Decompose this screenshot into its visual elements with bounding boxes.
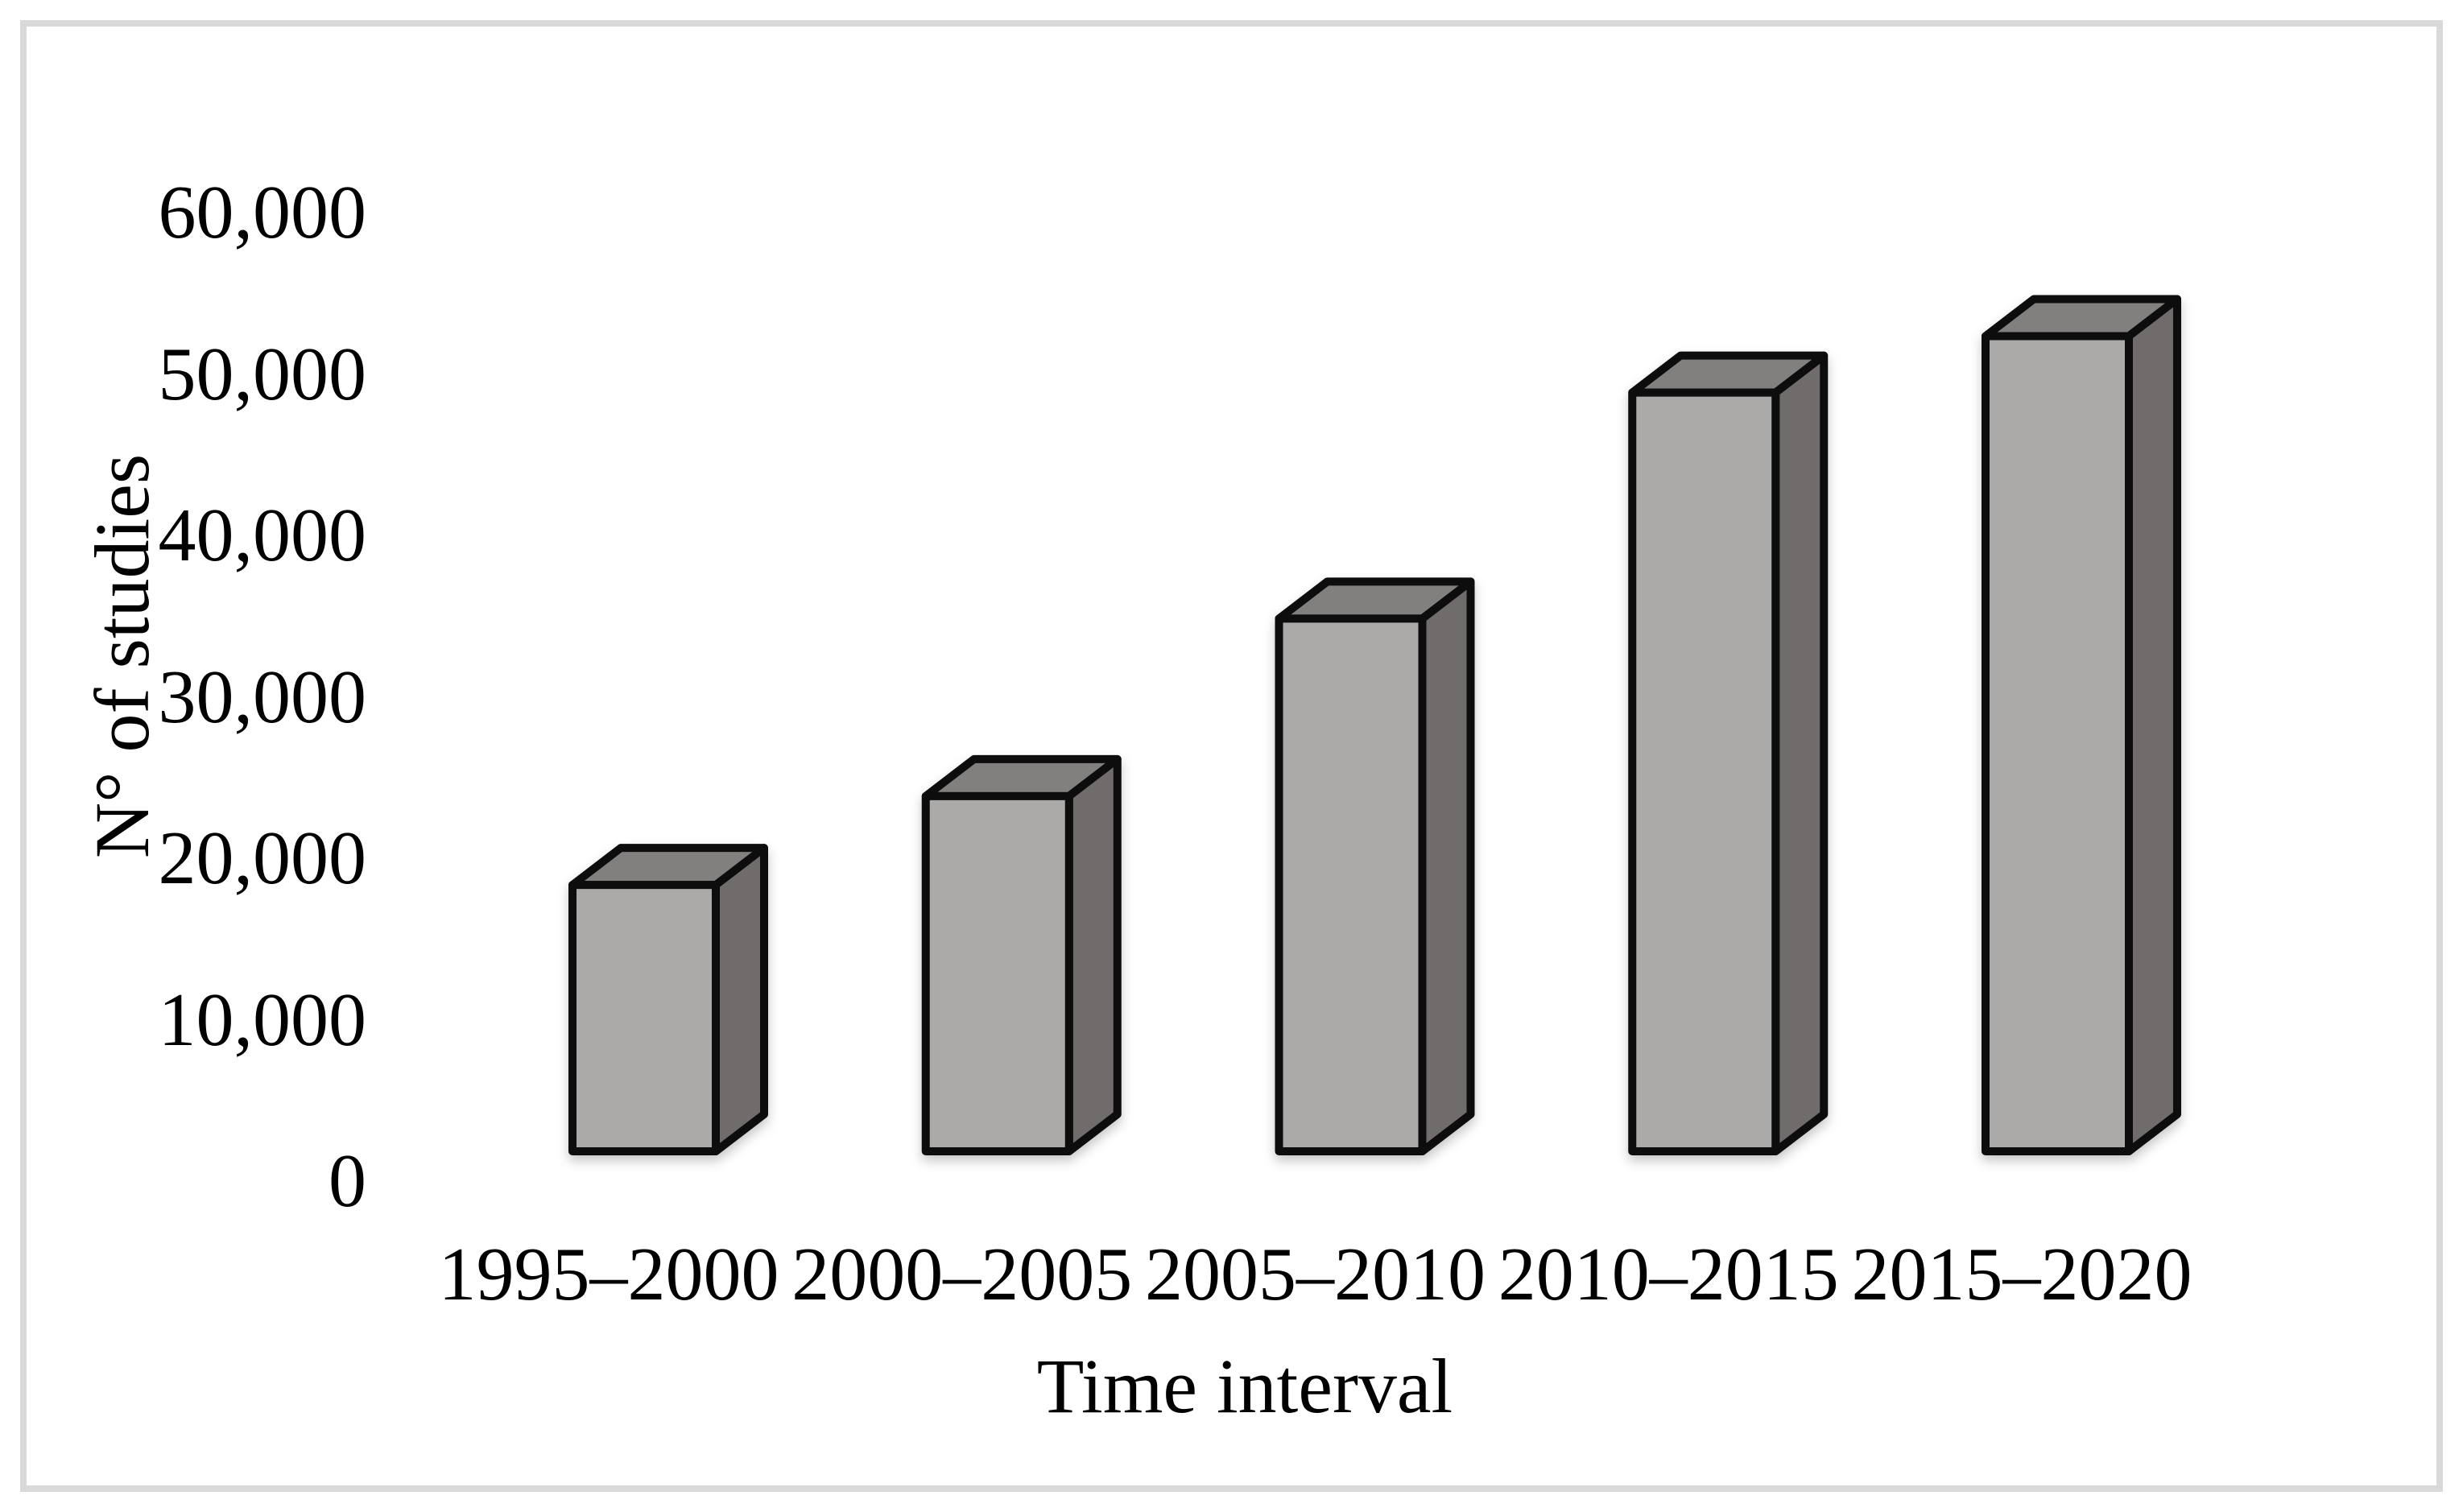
- bar-front-face-2015–2020: [1982, 332, 2133, 1155]
- bar-front-face-2010–2015: [1628, 388, 1780, 1155]
- bar-front-face-2000–2005: [921, 791, 1073, 1155]
- y-axis-title: N° of studies: [79, 453, 165, 859]
- y-tick-label-20000: 20,000: [158, 816, 367, 900]
- x-category-label-2015–2020: 2015–2020: [1851, 1233, 2192, 1316]
- x-category-label-2005–2010: 2005–2010: [1145, 1233, 1486, 1316]
- x-axis-title: Time interval: [1036, 1343, 1453, 1429]
- y-tick-label-0: 0: [329, 1139, 366, 1223]
- x-category-label-2010–2015: 2010–2015: [1498, 1233, 1839, 1316]
- bar-side-face-2005–2010: [1418, 577, 1475, 1155]
- bar-front-face-1995–2000: [568, 881, 720, 1155]
- y-tick-label-50000: 50,000: [158, 332, 367, 416]
- y-tick-label-60000: 60,000: [158, 171, 367, 254]
- x-category-label-1995–2000: 1995–2000: [438, 1233, 779, 1316]
- x-category-label-2000–2005: 2000–2005: [791, 1233, 1133, 1316]
- y-tick-label-40000: 40,000: [158, 494, 367, 577]
- bar-side-face-2000–2005: [1064, 754, 1122, 1155]
- bar-side-face-1995–2000: [712, 844, 768, 1155]
- y-tick-label-30000: 30,000: [158, 655, 367, 739]
- bar-front-face-2005–2010: [1275, 614, 1427, 1155]
- bar-side-face-2015–2020: [2125, 295, 2181, 1155]
- y-tick-label-10000: 10,000: [158, 977, 367, 1062]
- bar-side-face-2010–2015: [1771, 351, 1829, 1155]
